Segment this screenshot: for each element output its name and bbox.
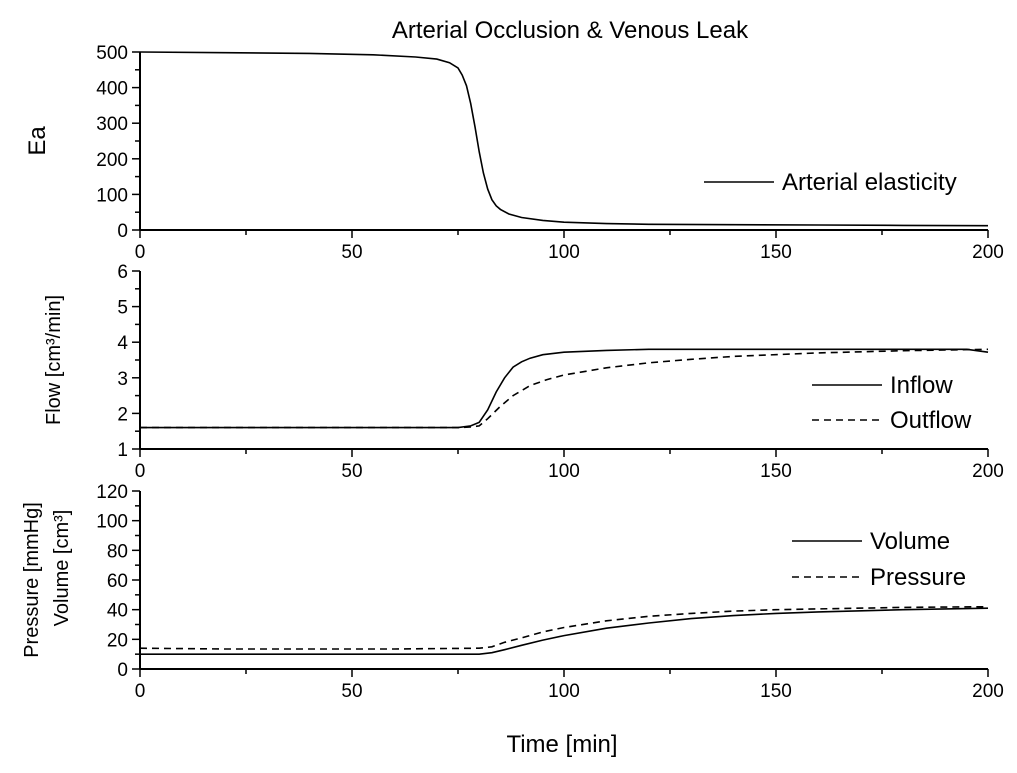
x-tick-label: 100: [548, 681, 580, 702]
y-tick-label: 40: [107, 601, 128, 622]
panel-arterial-elasticity: 0 50 100 150 200 0 100 200 300 400 500 Ea Arterial e…: [24, 43, 1004, 263]
legend-label: Pressure: [870, 564, 966, 591]
x-tick-label: 50: [341, 461, 362, 482]
legend-label: Arterial elasticity: [782, 169, 957, 196]
x-tick-label: 100: [548, 461, 580, 482]
y-tick-label: 500: [96, 43, 128, 64]
x-tick-label: 50: [341, 681, 362, 702]
y-tick-label: 4: [117, 333, 128, 354]
x-tick-label: 100: [548, 242, 580, 263]
y-tick-label: 1: [117, 440, 128, 461]
y-tick-label: 200: [96, 150, 128, 171]
x-axis-label: Time [min]: [506, 731, 617, 758]
x-tick-label: 0: [135, 681, 146, 702]
panel-flow: 0 50 100 150 200 1 2 3 4 5 6 Flow [cm³/min] Inflow Ou…: [43, 262, 1004, 482]
y-tick-label: 20: [107, 630, 128, 651]
y-tick-label: 300: [96, 114, 128, 135]
y-tick-label: 0: [117, 221, 128, 242]
chart-title: Arterial Occlusion & Venous Leak: [392, 17, 749, 44]
y-tick-label: 0: [117, 660, 128, 681]
x-tick-label: 150: [760, 681, 792, 702]
series-line-pressure: [139, 605, 989, 650]
y-tick-label: 3: [117, 369, 128, 390]
legend-label: Inflow: [890, 372, 953, 399]
legend-label: Volume: [870, 528, 950, 555]
y-tick-label: 6: [117, 262, 128, 283]
x-tick-label: 200: [972, 242, 1004, 263]
x-tick-label: 200: [972, 461, 1004, 482]
y-tick-label: 60: [107, 571, 128, 592]
series-line-arterial-elasticity: [139, 51, 989, 227]
x-tick-label: 150: [760, 242, 792, 263]
panel-volume-pressure: 0 50 100 150 200 0 20 40 60 80 100 120 Pressure [mmH…: [21, 482, 1004, 758]
y-tick-label: 100: [96, 185, 128, 206]
series-line-volume: [140, 607, 989, 656]
y-axis-label-secondary: Volume [cm³]: [51, 510, 73, 627]
y-axis-label: Flow [cm³/min]: [43, 295, 65, 425]
x-tick-label: 150: [760, 461, 792, 482]
y-tick-label: 80: [107, 541, 128, 562]
x-tick-label: 0: [135, 242, 146, 263]
x-tick-label: 50: [341, 242, 362, 263]
y-tick-label: 2: [117, 404, 128, 425]
y-tick-label: 5: [117, 298, 128, 319]
series-line-inflow: [140, 348, 989, 429]
x-tick-label: 0: [135, 461, 146, 482]
legend-label: Outflow: [890, 407, 972, 434]
y-axis-label: Pressure [mmHg]: [21, 502, 43, 658]
y-tick-label: 120: [96, 482, 128, 503]
y-tick-label: 100: [96, 512, 128, 533]
y-axis-label: Ea: [24, 126, 51, 156]
y-tick-label: 400: [96, 79, 128, 100]
x-tick-label: 200: [972, 681, 1004, 702]
series-line-outflow: [140, 348, 989, 429]
